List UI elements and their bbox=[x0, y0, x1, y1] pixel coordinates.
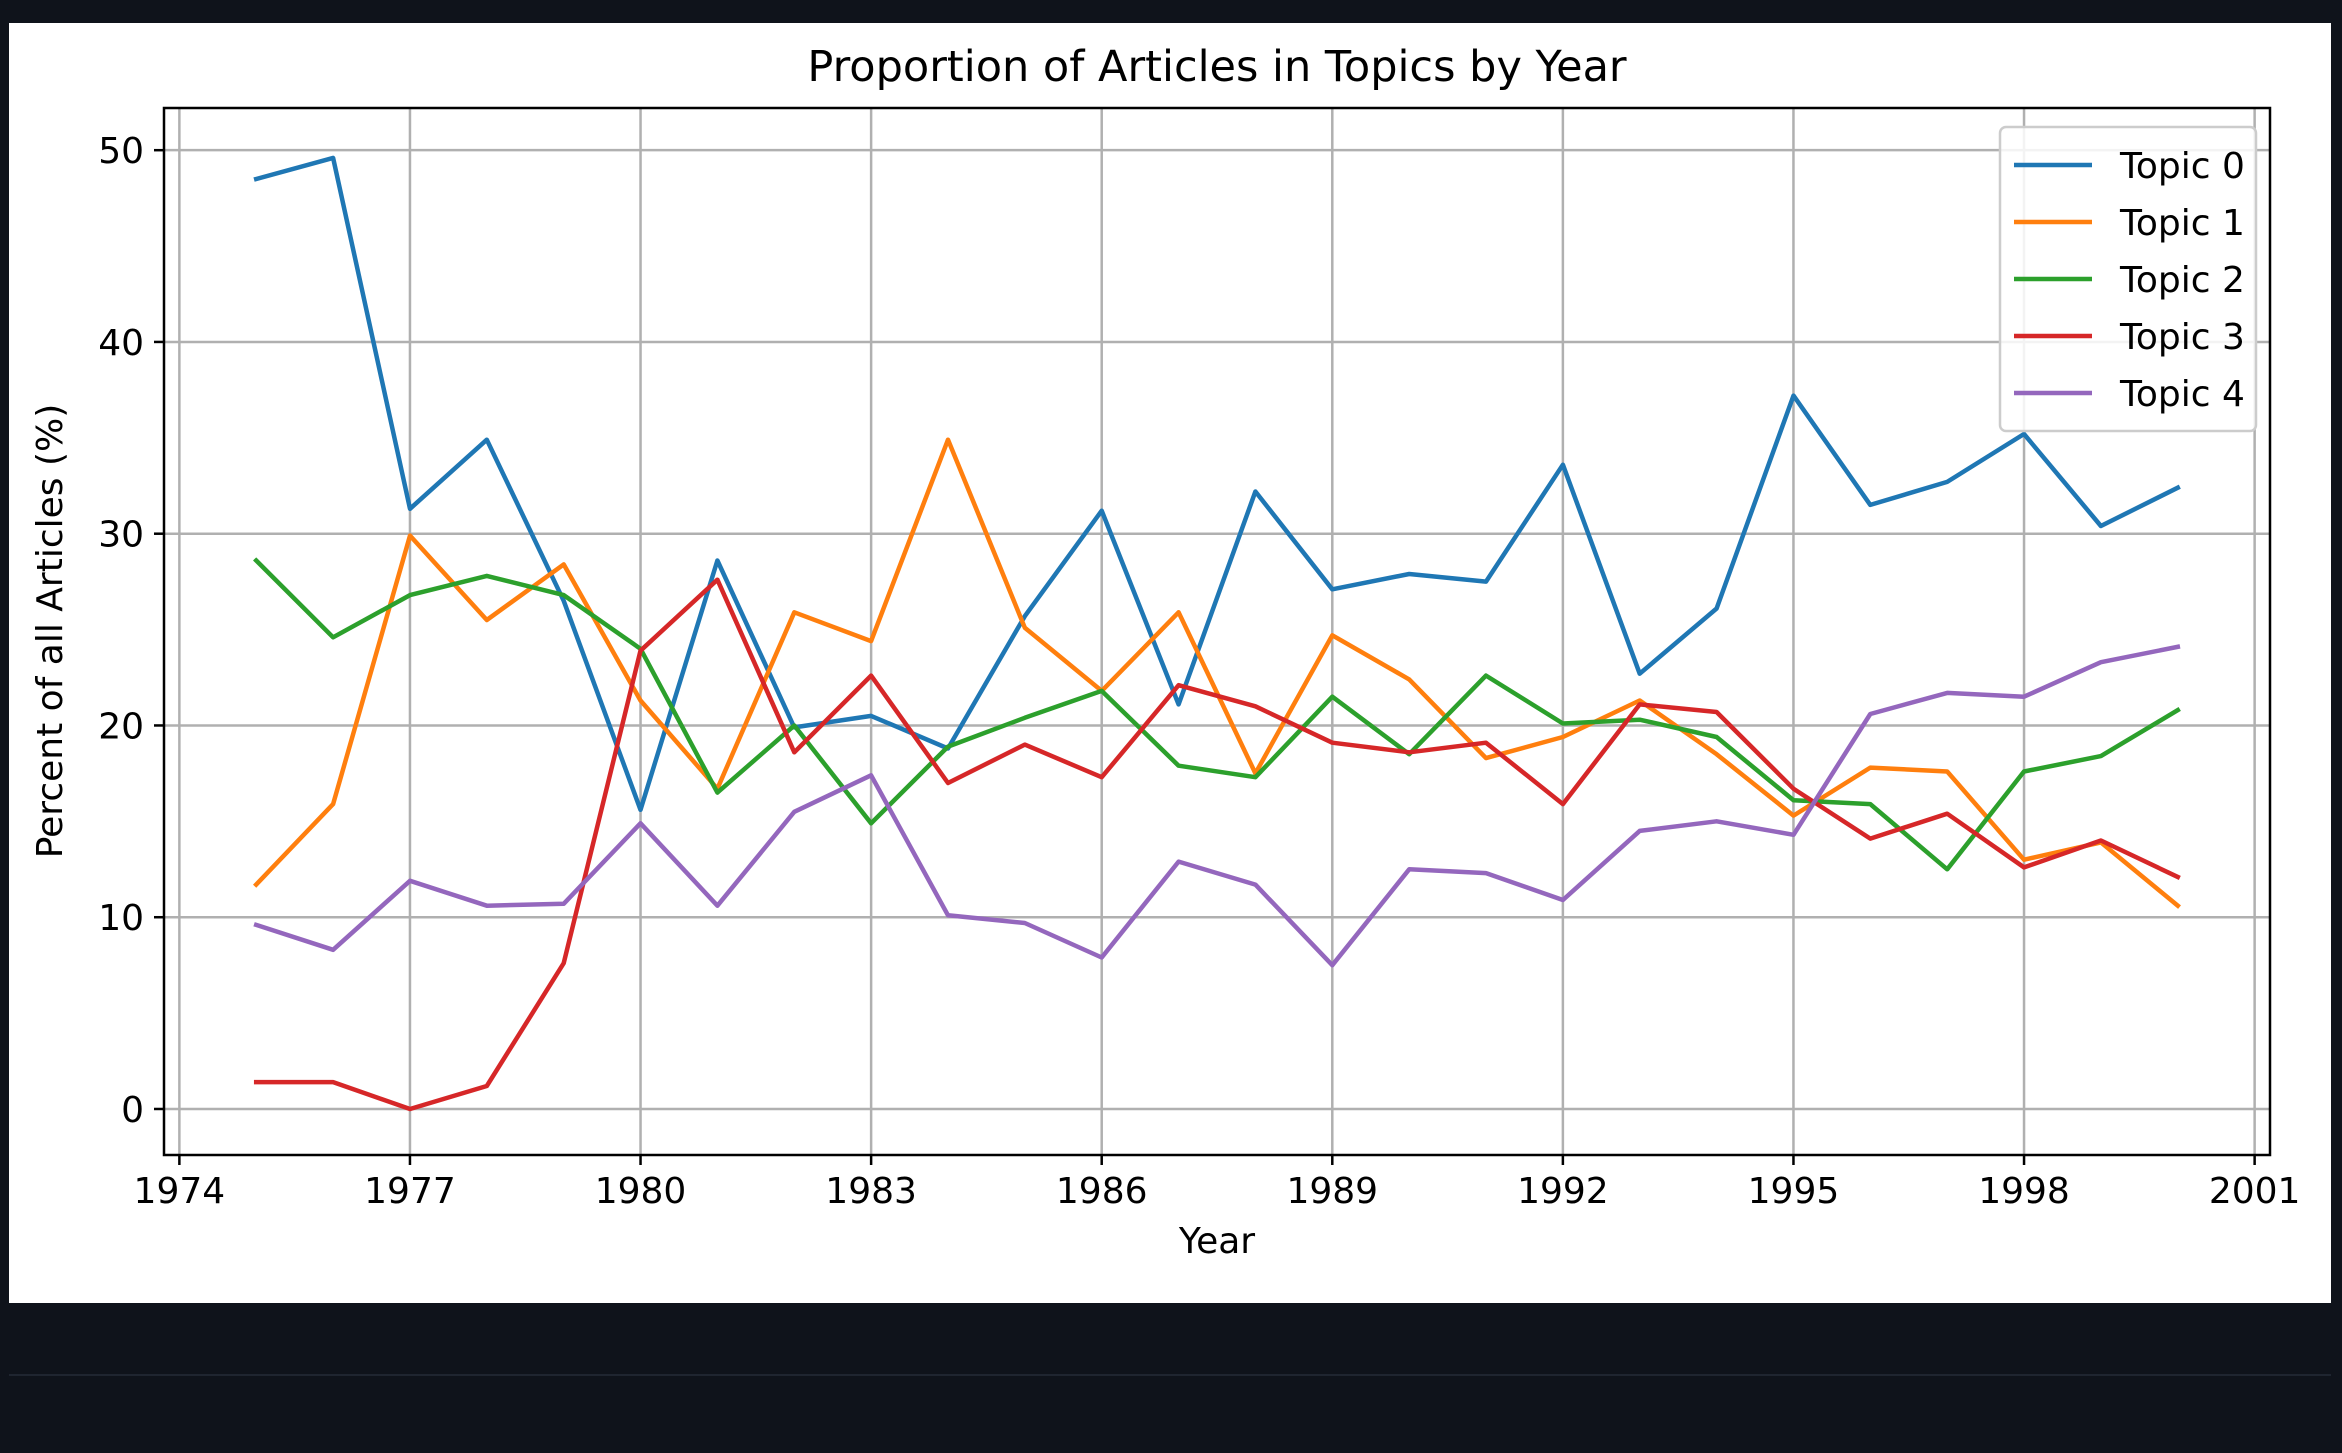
bottom-divider bbox=[9, 1374, 2331, 1376]
series-line-topic-1 bbox=[253, 437, 2181, 909]
y-tick-label: 30 bbox=[98, 515, 144, 556]
series-line-topic-2 bbox=[253, 557, 2181, 872]
series-lines bbox=[253, 155, 2181, 1112]
legend: Topic 0 Topic 1 Topic 2 Topic 3 Topic 4 bbox=[1998, 125, 2258, 433]
legend-label: Topic 4 bbox=[2119, 374, 2245, 415]
grid-lines bbox=[164, 108, 2270, 1155]
x-tick-label: 1992 bbox=[1517, 1171, 1609, 1212]
x-tick-label: 1998 bbox=[1978, 1171, 2070, 1212]
x-tick-label: 1977 bbox=[364, 1171, 456, 1212]
y-tick-label: 0 bbox=[121, 1090, 144, 1131]
y-axis-title: Percent of all Articles (%) bbox=[30, 404, 71, 859]
series-line-topic-4 bbox=[253, 644, 2181, 968]
x-tick-label: 1986 bbox=[1056, 1171, 1148, 1212]
figure-panel: 1974 1977 1980 1983 1986 1989 1992 1995 1998 2001… bbox=[9, 23, 2331, 1303]
y-tick-label: 20 bbox=[98, 706, 144, 747]
y-tick-label: 50 bbox=[98, 131, 144, 172]
x-tick-label: 1989 bbox=[1286, 1171, 1378, 1212]
y-tick-label: 10 bbox=[98, 898, 144, 939]
legend-label: Topic 2 bbox=[2119, 260, 2245, 301]
x-tick-label: 1995 bbox=[1748, 1171, 1840, 1212]
x-tick-label: 1974 bbox=[134, 1171, 226, 1212]
legend-label: Topic 1 bbox=[2119, 203, 2245, 244]
y-tick-label: 40 bbox=[98, 323, 144, 364]
legend-box bbox=[1998, 125, 2258, 433]
x-tick-label: 1983 bbox=[825, 1171, 917, 1212]
chart-title: Proportion of Articles in Topics by Year bbox=[807, 42, 1627, 92]
line-chart: 1974 1977 1980 1983 1986 1989 1992 1995 1998 2001… bbox=[30, 42, 2300, 1262]
series-line-topic-0 bbox=[253, 155, 2181, 813]
x-axis-title: Year bbox=[1178, 1221, 1255, 1262]
x-tick-label: 2001 bbox=[2209, 1171, 2301, 1212]
series-line-topic-3 bbox=[253, 577, 2181, 1112]
axis-ticks: 1974 1977 1980 1983 1986 1989 1992 1995 1998 2001… bbox=[98, 131, 2300, 1212]
legend-label: Topic 0 bbox=[2119, 146, 2245, 187]
plot-frame bbox=[162, 106, 2272, 1157]
legend-label: Topic 3 bbox=[2119, 317, 2245, 358]
x-tick-label: 1980 bbox=[595, 1171, 687, 1212]
